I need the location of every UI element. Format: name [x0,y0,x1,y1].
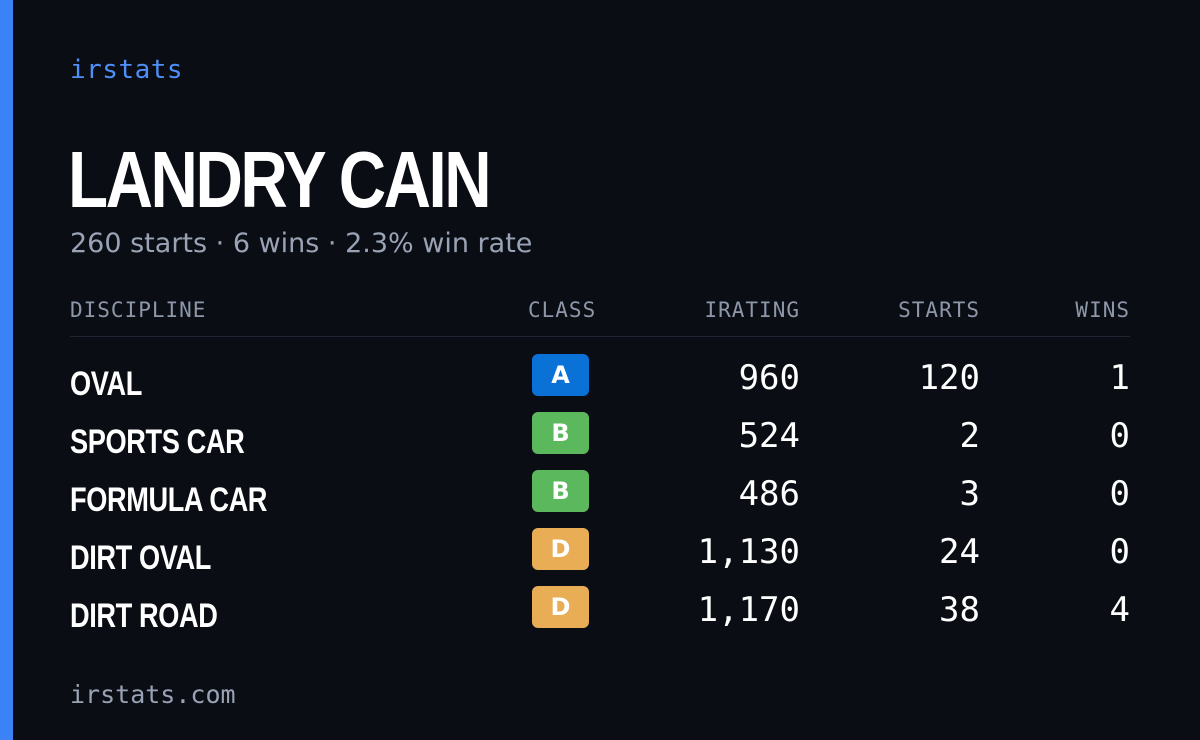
irating-value: 960 [738,358,800,398]
table-row: OVAL A 960 120 1 [70,350,1130,408]
wins-value: 0 [1109,474,1130,514]
accent-bar [0,0,13,740]
starts-value: 38 [939,590,980,630]
discipline-label: FORMULA CAR [70,481,268,519]
class-badge: D [532,586,589,628]
driver-name: LANDRY CAIN [68,135,492,224]
starts-value: 120 [918,358,980,398]
wins-value: 0 [1109,532,1130,572]
header-class: CLASS [528,298,597,322]
discipline-label: OVAL [70,365,142,403]
irating-value: 486 [738,474,800,514]
starts-value: 2 [959,416,980,456]
table-row: DIRT ROAD D 1,170 38 4 [70,582,1130,640]
class-badge: D [532,528,589,570]
wins-value: 1 [1109,358,1130,398]
header-starts: STARTS [898,298,980,322]
table-row: DIRT OVAL D 1,130 24 0 [70,524,1130,582]
irating-value: 524 [738,416,800,456]
brand-logo[interactable]: irstats [70,55,184,85]
table-row: SPORTS CAR B 524 2 0 [70,408,1130,466]
driver-summary: 260 starts · 6 wins · 2.3% win rate [70,228,533,259]
wins-value: 4 [1109,590,1130,630]
irating-value: 1,170 [697,590,800,630]
class-badge: A [532,354,589,396]
class-badge: B [532,470,589,512]
header-discipline: DISCIPLINE [70,298,207,322]
table-header: DISCIPLINE CLASS IRATING STARTS WINS [70,296,1130,337]
discipline-label: SPORTS CAR [70,423,245,461]
header-wins: WINS [1075,298,1130,322]
class-badge: B [532,412,589,454]
starts-value: 24 [939,532,980,572]
table-row: FORMULA CAR B 486 3 0 [70,466,1130,524]
discipline-label: DIRT OVAL [70,539,211,577]
header-irating: IRATING [704,298,800,322]
starts-value: 3 [959,474,980,514]
irating-value: 1,130 [697,532,800,572]
wins-value: 0 [1109,416,1130,456]
discipline-label: DIRT ROAD [70,597,218,635]
stats-table-body: OVAL A 960 120 1 SPORTS CAR B 524 2 0 FO… [70,350,1130,640]
footer-url[interactable]: irstats.com [70,680,236,709]
